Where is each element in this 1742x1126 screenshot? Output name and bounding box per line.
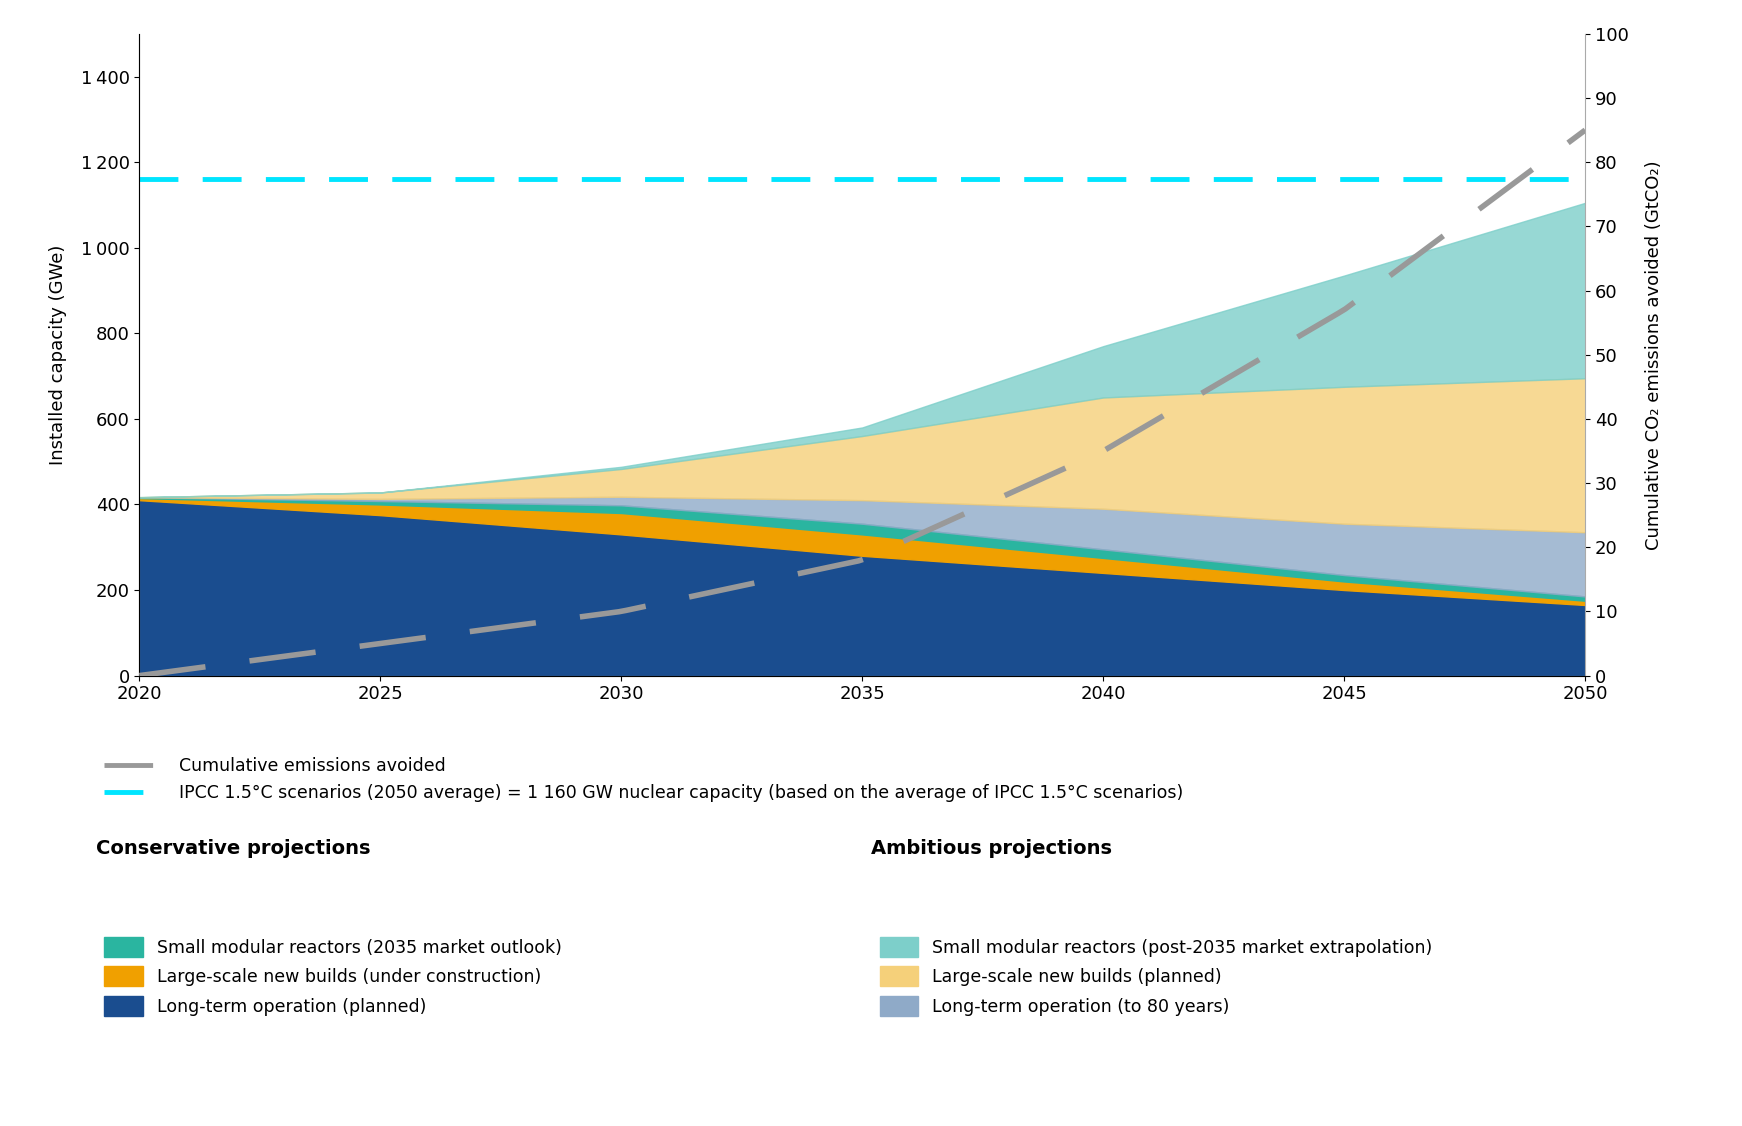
Y-axis label: Installed capacity (GWe): Installed capacity (GWe): [49, 244, 66, 465]
Legend: Small modular reactors (post-2035 market extrapolation), Large-scale new builds : Small modular reactors (post-2035 market…: [880, 937, 1432, 1016]
Text: Ambitious projections: Ambitious projections: [871, 839, 1111, 858]
Legend: Cumulative emissions avoided, IPCC 1.5°C scenarios (2050 average) = 1 160 GW nuc: Cumulative emissions avoided, IPCC 1.5°C…: [105, 758, 1183, 802]
Legend: Small modular reactors (2035 market outlook), Large-scale new builds (under cons: Small modular reactors (2035 market outl…: [105, 937, 561, 1016]
Text: Conservative projections: Conservative projections: [96, 839, 371, 858]
Y-axis label: Cumulative CO₂ emissions avoided (GtCO₂): Cumulative CO₂ emissions avoided (GtCO₂): [1646, 160, 1664, 549]
